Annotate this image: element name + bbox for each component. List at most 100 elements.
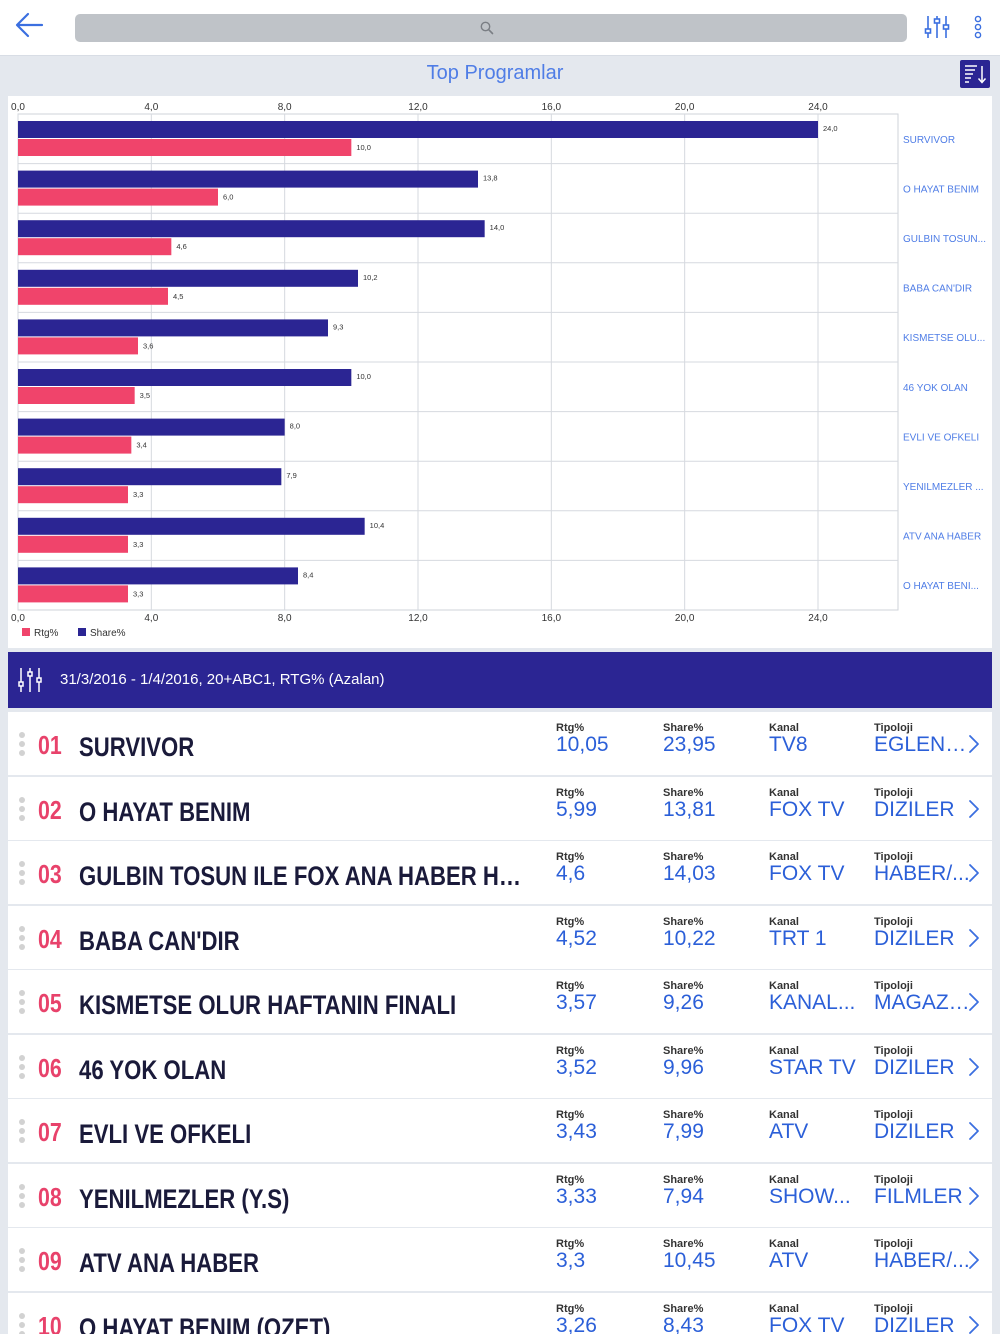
filter-button[interactable] <box>924 12 950 42</box>
drag-handle-icon[interactable] <box>17 1312 27 1334</box>
drag-handle-icon[interactable] <box>17 732 27 760</box>
chevron-right-icon[interactable] <box>968 863 980 883</box>
list-item[interactable]: 07 EVLI VE OFKELI Rtg% 3,43 Share% 7,99 … <box>8 1099 992 1162</box>
chevron-right-icon[interactable] <box>968 1186 980 1206</box>
list-item[interactable]: 10 O HAYAT BENIM (OZET) Rtg% 3,26 Share%… <box>8 1292 992 1334</box>
program-name: YENILMEZLER (Y.S) <box>79 1183 290 1214</box>
list-item[interactable]: 09 ATV ANA HABER Rtg% 3,3 Share% 10,45 K… <box>8 1228 992 1291</box>
tick-label-bottom: 4,0 <box>144 613 158 624</box>
kanal-column: Kanal KANAL... <box>769 980 861 1015</box>
drag-handle-icon[interactable] <box>17 1248 27 1276</box>
list-item[interactable]: 01 SURVIVOR Rtg% 10,05 Share% 23,95 Kana… <box>8 712 992 775</box>
list-item[interactable]: 06 46 YOK OLAN Rtg% 3,52 Share% 9,96 Kan… <box>8 1034 992 1098</box>
search-input[interactable] <box>75 14 907 42</box>
bar-share <box>18 468 282 486</box>
share-label: Share% <box>663 786 704 799</box>
rtg-value: 4,6 <box>556 862 586 885</box>
chevron-right-icon[interactable] <box>968 992 980 1012</box>
drag-handle-icon[interactable] <box>17 990 27 1018</box>
kanal-label: Kanal <box>769 1238 799 1250</box>
sliders-icon[interactable] <box>18 666 42 694</box>
tipoloji-value: DIZILER <box>874 797 955 821</box>
share-column: Share% 13,81 <box>663 787 753 822</box>
rank-number: 06 <box>38 1052 62 1083</box>
kanal-label: Kanal <box>769 980 799 992</box>
share-value: 8,43 <box>663 1313 704 1334</box>
category-label: 46 YOK OLAN <box>903 383 968 394</box>
chevron-right-icon[interactable] <box>968 1121 980 1141</box>
drag-handle-icon[interactable] <box>17 1119 27 1147</box>
drag-handle-icon[interactable] <box>17 1054 27 1083</box>
chart-panel: 0,0 0,0 4,0 4,0 8,0 8,0 12,0 12,0 16,0 16,0 20,0 20… <box>8 96 992 648</box>
data-label-share: 24,0 <box>823 124 838 133</box>
share-label: Share% <box>663 1044 704 1057</box>
bar-rtg <box>18 387 135 404</box>
drag-handle-icon[interactable] <box>17 861 27 889</box>
bar-rtg <box>18 139 352 156</box>
drag-handle-icon[interactable] <box>17 1183 27 1212</box>
data-label-share: 13,8 <box>483 174 498 183</box>
tipoloji-label: Tipoloji <box>874 1173 913 1186</box>
legend-swatch <box>78 628 86 636</box>
kanal-column: Kanal FOX TV <box>769 787 861 822</box>
drag-handle-icon[interactable] <box>17 796 27 825</box>
tick-label-bottom: 16,0 <box>542 613 562 624</box>
bar-rtg <box>18 337 138 355</box>
list-item[interactable]: 02 O HAYAT BENIM Rtg% 5,99 Share% 13,81 … <box>8 776 992 840</box>
rtg-column: Rtg% 4,52 <box>556 916 646 951</box>
share-label: Share% <box>663 1238 704 1250</box>
kanal-value: KANAL... <box>769 991 856 1014</box>
share-column: Share% 9,26 <box>663 980 753 1015</box>
bar-share <box>18 369 352 386</box>
chart-title: Top Programlar <box>426 62 564 84</box>
rtg-value: 4,52 <box>556 926 597 950</box>
drag-handle-icon[interactable] <box>17 925 27 954</box>
tick-label-top: 8,0 <box>278 102 292 113</box>
list-item[interactable]: 04 BABA CAN'DIR Rtg% 4,52 Share% 10,22 K… <box>8 905 992 969</box>
rtg-value: 3,26 <box>556 1313 597 1334</box>
tick-label-bottom: 0,0 <box>11 613 25 624</box>
rtg-label: Rtg% <box>556 1109 585 1121</box>
program-name: 46 YOK OLAN <box>79 1054 227 1085</box>
bar-share <box>18 319 328 337</box>
tipoloji-value: DIZILER <box>874 1055 955 1079</box>
chevron-right-icon[interactable] <box>968 799 980 819</box>
tipoloji-column: Tipoloji HABER/... <box>874 1238 970 1273</box>
kanal-column: Kanal ATV <box>769 1109 861 1144</box>
rtg-value: 3,52 <box>556 1055 597 1079</box>
rank-number: 05 <box>38 988 62 1018</box>
tipoloji-value: MAGAZI... <box>874 991 970 1014</box>
tick-label-bottom: 12,0 <box>408 613 428 624</box>
rtg-label: Rtg% <box>556 1173 585 1186</box>
back-button[interactable] <box>12 8 52 48</box>
top-bar <box>0 0 1000 56</box>
rtg-column: Rtg% 3,43 <box>556 1109 646 1144</box>
sort-button[interactable] <box>960 60 990 88</box>
tipoloji-label: Tipoloji <box>874 722 913 734</box>
share-column: Share% 7,94 <box>663 1174 753 1209</box>
list-item[interactable]: 08 YENILMEZLER (Y.S) Rtg% 3,33 Share% 7,… <box>8 1163 992 1227</box>
tipoloji-column: Tipoloji DIZILER <box>874 916 970 951</box>
list-item[interactable]: 05 KISMETSE OLUR HAFTANIN FINALI Rtg% 3,… <box>8 970 992 1033</box>
legend-label: Rtg% <box>34 628 59 639</box>
data-label-rtg: 4,5 <box>173 292 183 301</box>
chevron-right-icon[interactable] <box>968 928 980 948</box>
more-options-button[interactable] <box>968 12 988 42</box>
rtg-column: Rtg% 3,33 <box>556 1174 646 1209</box>
bar-rtg <box>18 585 128 603</box>
tipoloji-value: FILMLER <box>874 1184 963 1208</box>
kanal-label: Kanal <box>769 722 799 734</box>
bar-rtg <box>18 486 128 504</box>
chevron-right-icon[interactable] <box>968 1057 980 1077</box>
list-item[interactable]: 03 GULBIN TOSUN ILE FOX ANA HABER HAFTA.… <box>8 841 992 904</box>
kanal-column: Kanal FOX TV <box>769 1303 861 1334</box>
chevron-right-icon[interactable] <box>968 1250 980 1270</box>
chevron-right-icon[interactable] <box>968 734 980 754</box>
share-label: Share% <box>663 1173 704 1186</box>
tick-label-top: 16,0 <box>542 102 562 113</box>
kanal-label: Kanal <box>769 786 799 799</box>
data-label-share: 9,3 <box>333 322 343 331</box>
search-bar[interactable] <box>75 14 907 42</box>
filter-summary-bar[interactable]: 31/3/2016 - 1/4/2016, 20+ABC1, RTG% (Aza… <box>8 652 992 708</box>
chevron-right-icon[interactable] <box>968 1315 980 1334</box>
